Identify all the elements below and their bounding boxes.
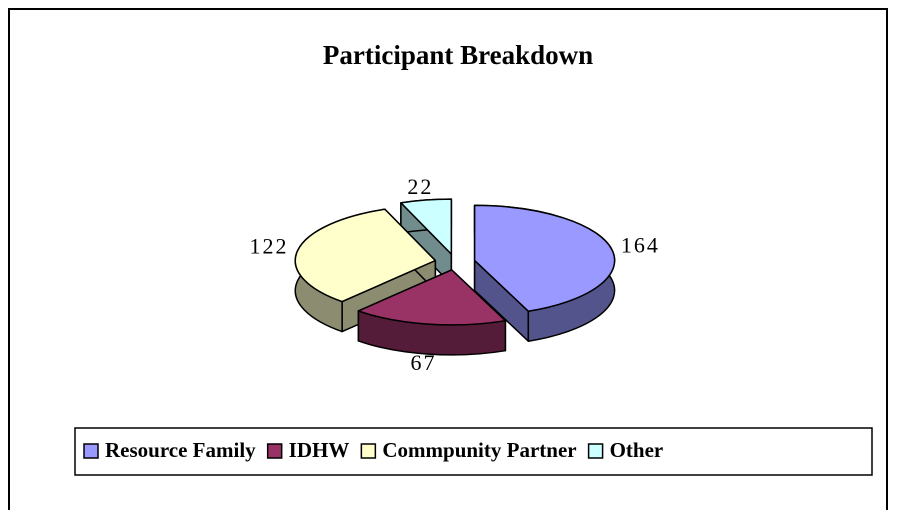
legend-box (74, 427, 873, 476)
slice (400, 198, 453, 255)
chart-title: Participant Breakdown (323, 40, 593, 70)
legend-label: Commpunity Partner (382, 438, 576, 462)
data-label: 122 (250, 234, 289, 259)
chart-frame (8, 8, 888, 510)
pie: 164 67 122 22 (250, 174, 660, 375)
legend-label: IDHW (289, 438, 350, 462)
legend-swatch (360, 443, 377, 459)
data-label: 22 (407, 174, 433, 199)
data-label: 164 (621, 233, 660, 258)
legend-swatch (83, 443, 99, 459)
legend-swatch (266, 443, 283, 459)
legend-swatch (587, 443, 604, 459)
legend-label: Resource Family (105, 438, 256, 462)
data-label: 67 (410, 350, 436, 375)
slice (473, 204, 616, 312)
slice (294, 208, 437, 303)
legend-label: Other (610, 438, 664, 462)
slice (357, 269, 507, 326)
legend: Resource Family IDHW Commpunity Partner Oth… (83, 438, 664, 462)
